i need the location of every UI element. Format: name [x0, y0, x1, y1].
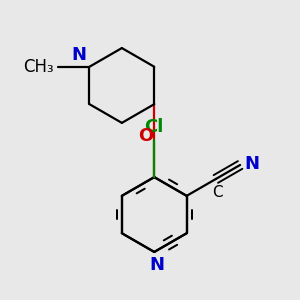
- Text: Cl: Cl: [145, 118, 164, 136]
- Text: CH₃: CH₃: [23, 58, 54, 76]
- Text: N: N: [149, 256, 164, 274]
- Text: N: N: [71, 46, 86, 64]
- Text: O: O: [138, 127, 153, 145]
- Text: N: N: [245, 155, 260, 173]
- Text: C: C: [212, 185, 222, 200]
